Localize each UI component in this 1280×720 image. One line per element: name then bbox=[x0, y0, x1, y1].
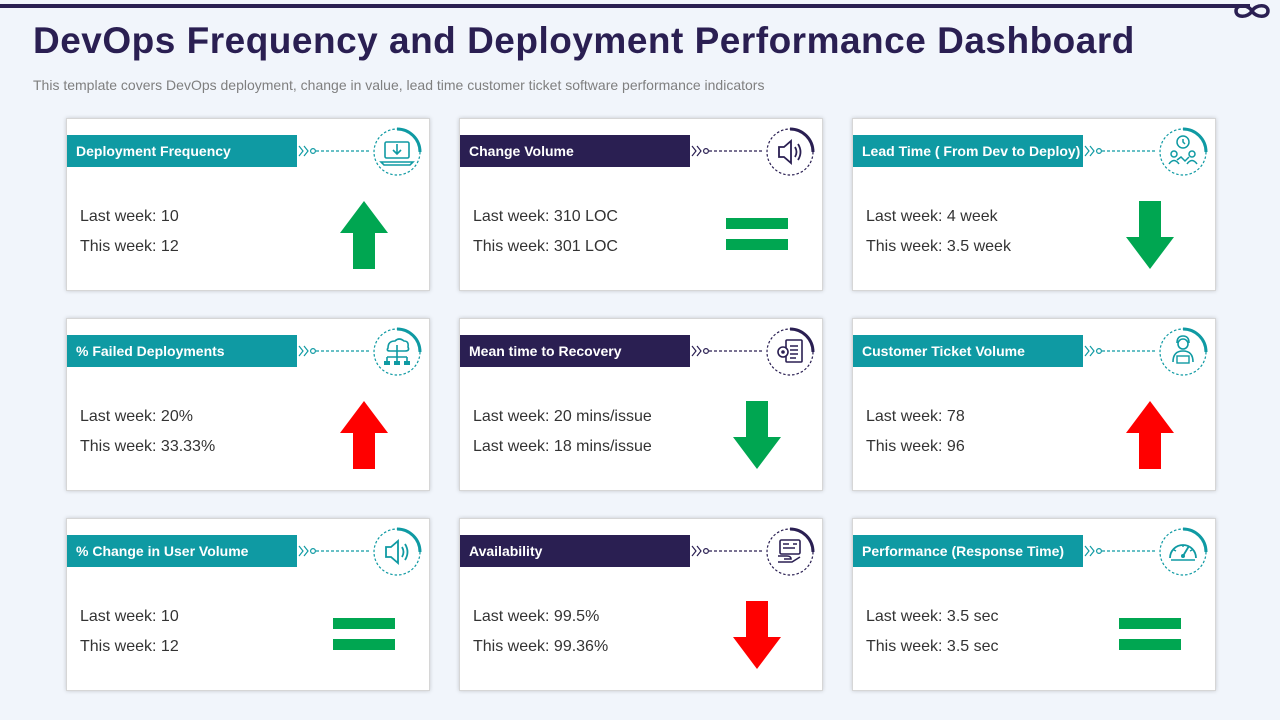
connector-line bbox=[298, 145, 371, 157]
top-rule bbox=[0, 4, 1250, 8]
trend-down-icon bbox=[733, 601, 781, 669]
kpi-card-performance-response-time: Performance (Response Time) Last week: 3.… bbox=[852, 518, 1216, 691]
this-week-value: Last week: 18 mins/issue bbox=[473, 438, 652, 455]
last-week-value: Last week: 20% bbox=[80, 408, 193, 425]
laptop-download-icon bbox=[373, 127, 422, 176]
page-subtitle: This template covers DevOps deployment, … bbox=[33, 77, 765, 93]
connector-line bbox=[691, 145, 764, 157]
connector-line bbox=[1084, 145, 1157, 157]
speedometer-icon bbox=[1159, 527, 1208, 576]
kpi-card-label: Availability bbox=[460, 535, 690, 567]
trend-equal-icon bbox=[726, 218, 788, 250]
trend-down-icon bbox=[1126, 201, 1174, 269]
speaker-icon bbox=[373, 527, 422, 576]
this-week-value: This week: 12 bbox=[80, 238, 179, 255]
kpi-card-label: Deployment Frequency bbox=[67, 135, 297, 167]
this-week-value: This week: 301 LOC bbox=[473, 238, 618, 255]
connector-line bbox=[298, 545, 371, 557]
kpi-card-label: Lead Time ( From Dev to Deploy) bbox=[853, 135, 1083, 167]
last-week-value: Last week: 10 bbox=[80, 208, 179, 225]
trend-equal-icon bbox=[333, 618, 395, 650]
kpi-card-customer-ticket-volume: Customer Ticket Volume Last week: 78 This … bbox=[852, 318, 1216, 491]
last-week-value: Last week: 310 LOC bbox=[473, 208, 618, 225]
speaker-icon bbox=[766, 127, 815, 176]
kpi-card-label: Mean time to Recovery bbox=[460, 335, 690, 367]
this-week-value: This week: 12 bbox=[80, 638, 179, 655]
kpi-card-label: Performance (Response Time) bbox=[853, 535, 1083, 567]
last-week-value: Last week: 3.5 sec bbox=[866, 608, 999, 625]
kpi-card-failed-deployments: % Failed Deployments Last week: 20% This w… bbox=[66, 318, 430, 491]
last-week-value: Last week: 78 bbox=[866, 408, 965, 425]
kpi-card-change-volume: Change Volume Last week: 310 LOC This week… bbox=[459, 118, 823, 291]
kpi-card-deployment-frequency: Deployment Frequency Last week: 10 This we… bbox=[66, 118, 430, 291]
hand-card-icon bbox=[766, 527, 815, 576]
document-gear-icon bbox=[766, 327, 815, 376]
connector-line bbox=[691, 545, 764, 557]
kpi-card-label: Change Volume bbox=[460, 135, 690, 167]
this-week-value: This week: 3.5 sec bbox=[866, 638, 999, 655]
kpi-card-label: % Failed Deployments bbox=[67, 335, 297, 367]
infinity-loop-icon bbox=[1234, 4, 1270, 18]
cloud-network-icon bbox=[373, 327, 422, 376]
last-week-value: Last week: 10 bbox=[80, 608, 179, 625]
trend-up-icon bbox=[1126, 401, 1174, 469]
connector-line bbox=[691, 345, 764, 357]
connector-line bbox=[1084, 545, 1157, 557]
team-clock-icon bbox=[1159, 127, 1208, 176]
support-agent-icon bbox=[1159, 327, 1208, 376]
connector-line bbox=[1084, 345, 1157, 357]
page-title: DevOps Frequency and Deployment Performa… bbox=[33, 20, 1135, 61]
this-week-value: This week: 96 bbox=[866, 438, 965, 455]
last-week-value: Last week: 99.5% bbox=[473, 608, 600, 625]
trend-up-icon bbox=[340, 401, 388, 469]
kpi-card-label: Customer Ticket Volume bbox=[853, 335, 1083, 367]
last-week-value: Last week: 4 week bbox=[866, 208, 998, 225]
kpi-card-change-in-user-volume: % Change in User Volume Last week: 10 This… bbox=[66, 518, 430, 691]
kpi-card-mean-time-to-recovery: Mean time to Recovery Last week: 20 mins/… bbox=[459, 318, 823, 491]
trend-up-icon bbox=[340, 201, 388, 269]
kpi-card-label: % Change in User Volume bbox=[67, 535, 297, 567]
connector-line bbox=[298, 345, 371, 357]
this-week-value: This week: 3.5 week bbox=[866, 238, 1011, 255]
trend-equal-icon bbox=[1119, 618, 1181, 650]
kpi-card-lead-time-from-dev-to-deploy: Lead Time ( From Dev to Deploy) Last week… bbox=[852, 118, 1216, 291]
this-week-value: This week: 33.33% bbox=[80, 438, 216, 455]
this-week-value: This week: 99.36% bbox=[473, 638, 609, 655]
kpi-card-availability: Availability Last week: 99.5% This week: 9… bbox=[459, 518, 823, 691]
trend-down-icon bbox=[733, 401, 781, 469]
last-week-value: Last week: 20 mins/issue bbox=[473, 408, 652, 425]
